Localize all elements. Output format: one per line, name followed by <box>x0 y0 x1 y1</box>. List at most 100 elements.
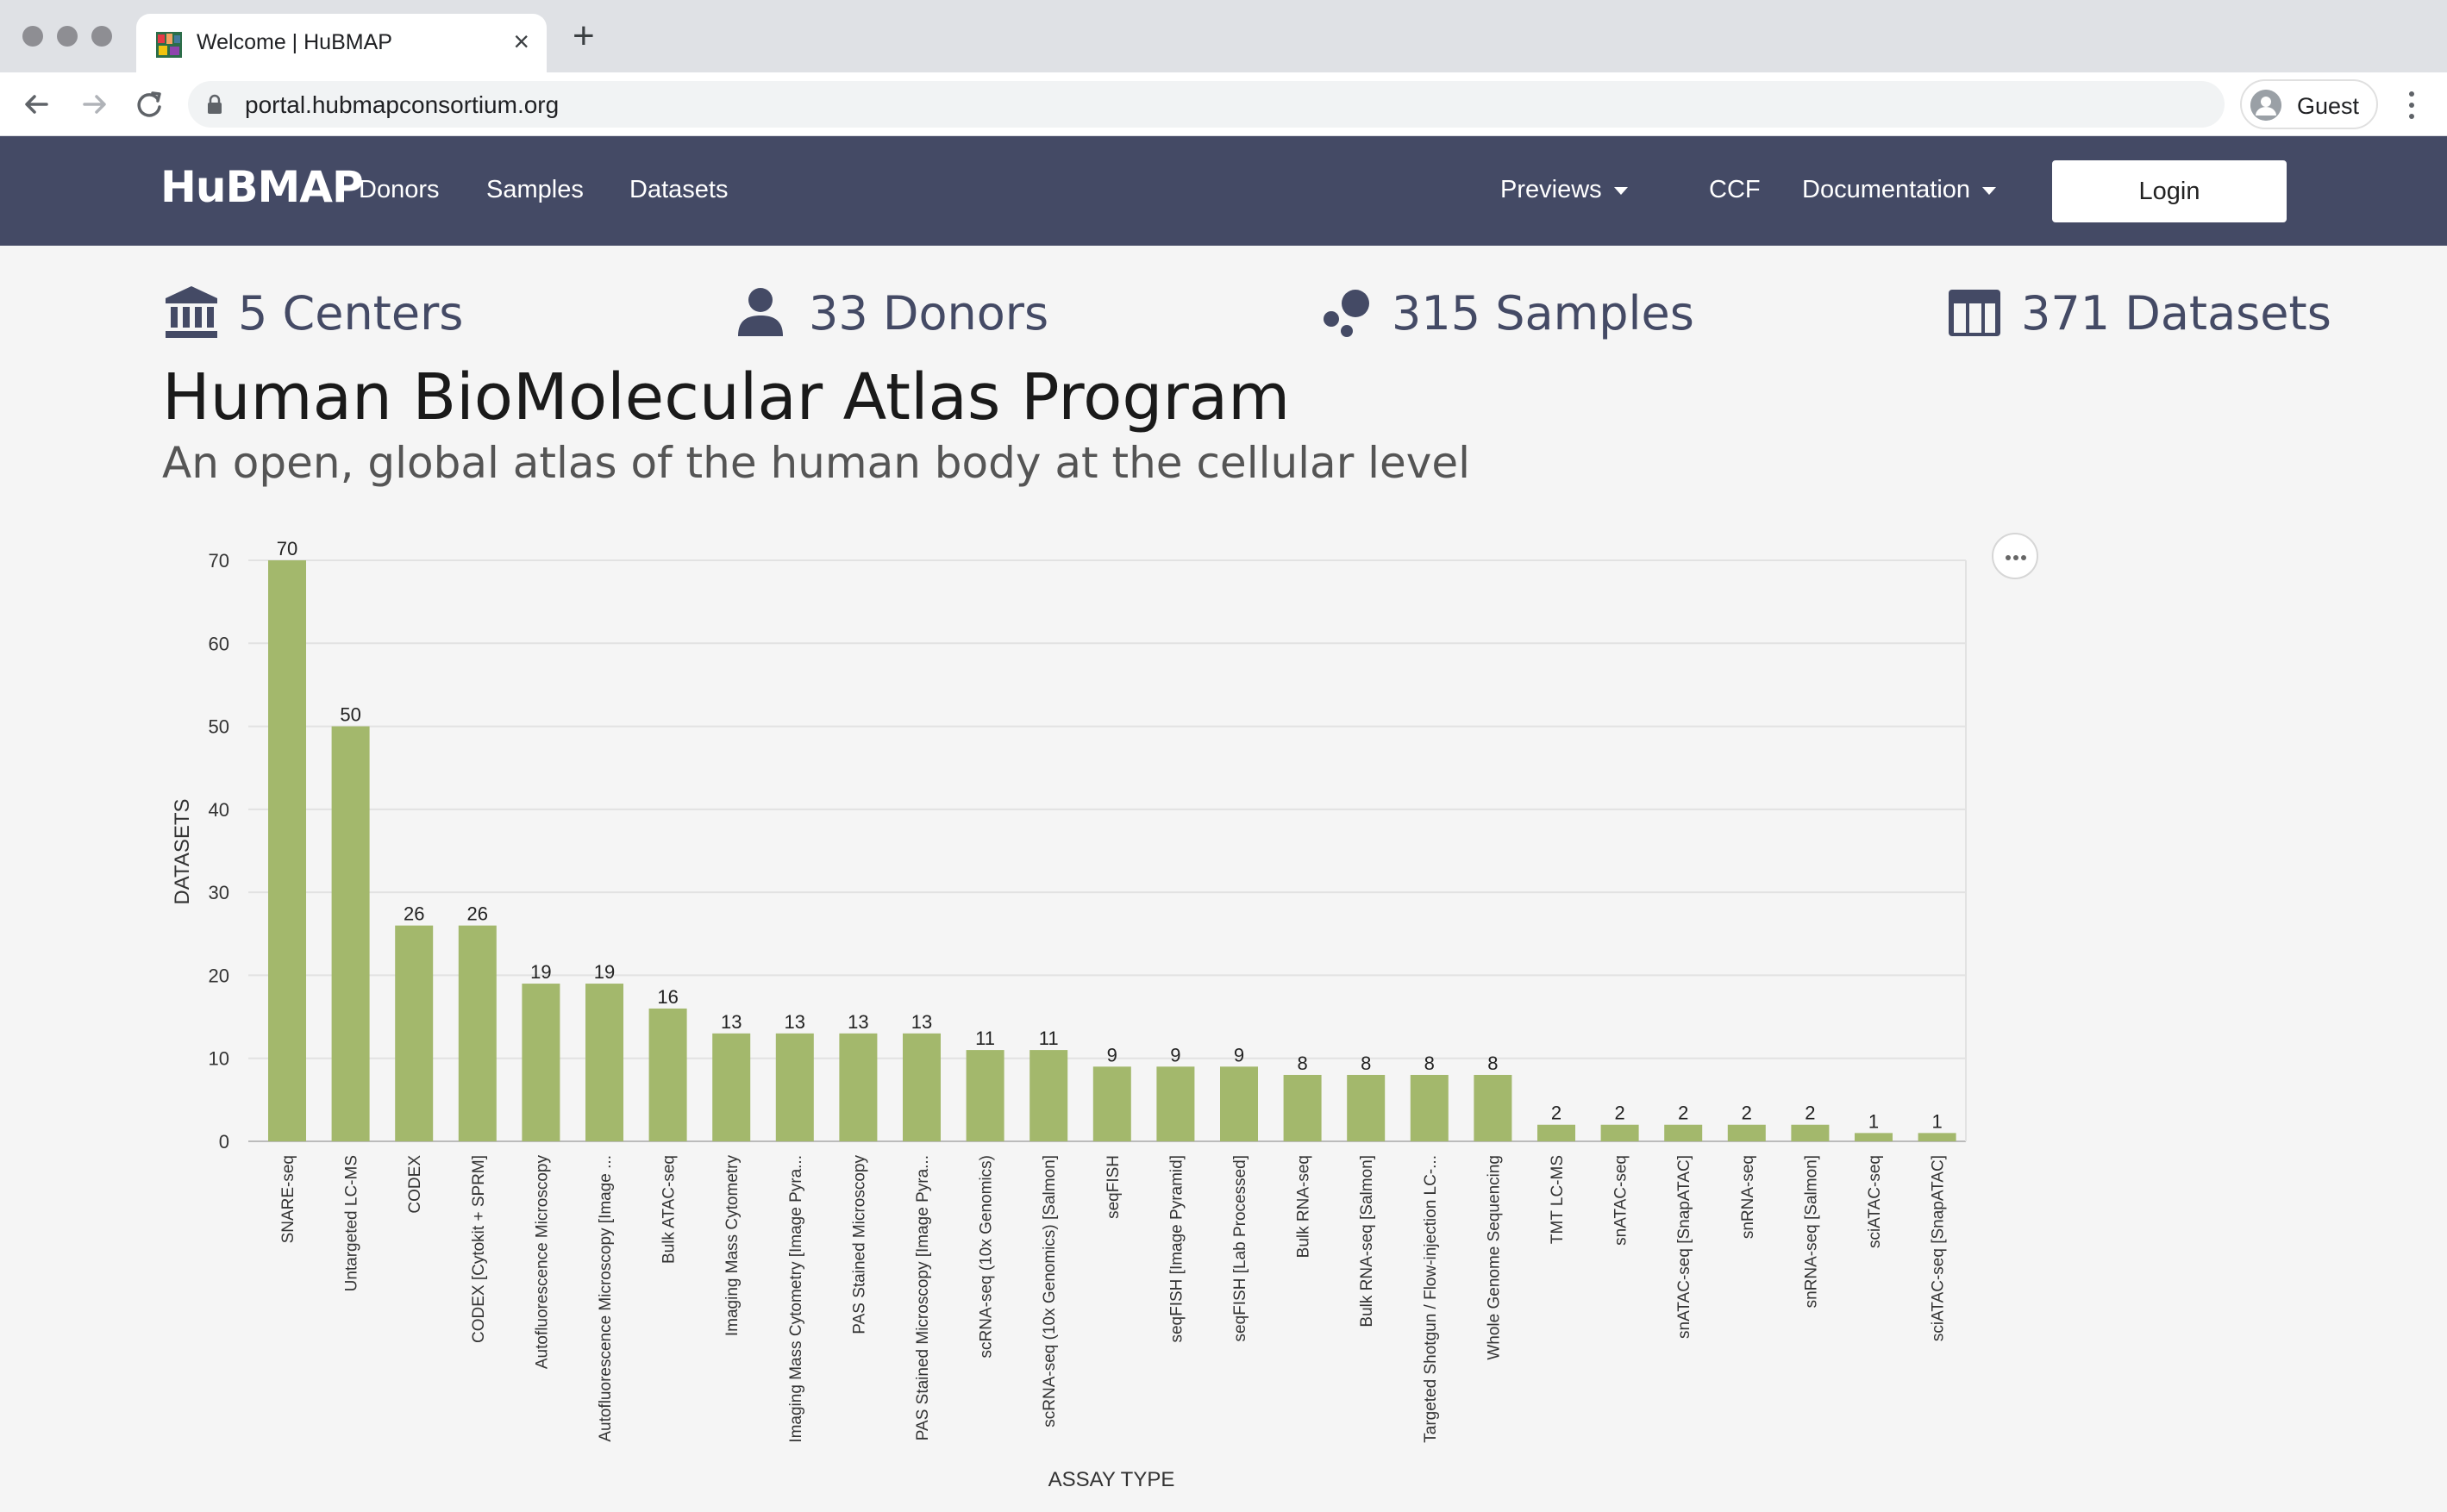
x-axis-ticks: SNARE-seq Untargeted LC-MS CODEX CODEX [Cyt… <box>279 1155 1948 1443</box>
bar[interactable] <box>1092 1066 1131 1141</box>
bar-value-label: 1 <box>1868 1110 1879 1132</box>
bar[interactable] <box>903 1033 941 1141</box>
browser-toolbar: portal.hubmapconsortium.org Guest <box>0 72 2447 136</box>
bar[interactable] <box>395 925 434 1141</box>
window-minimize-dot[interactable] <box>57 26 78 47</box>
bar[interactable] <box>966 1050 1004 1141</box>
nav-datasets[interactable]: Datasets <box>629 176 729 203</box>
bar[interactable] <box>1791 1124 1830 1141</box>
y-tick-label: 10 <box>209 1048 229 1070</box>
x-tick-label: Bulk ATAC-seq <box>660 1155 679 1264</box>
x-tick-label: Autofluorescence Microscopy <box>533 1155 551 1370</box>
browser-menu-icon[interactable] <box>2399 86 2425 124</box>
window-zoom-dot[interactable] <box>91 26 112 47</box>
bar-value-label: 26 <box>467 903 488 925</box>
bar-value-label: 8 <box>1424 1053 1435 1074</box>
nav-samples[interactable]: Samples <box>486 176 584 203</box>
nav-ccf[interactable]: CCF <box>1709 176 1761 203</box>
bar-value-label: 2 <box>1551 1103 1561 1124</box>
stat-donors-label: 33 Donors <box>809 286 1049 341</box>
bar[interactable] <box>1600 1124 1639 1141</box>
bar[interactable] <box>839 1033 878 1141</box>
bar-value-label: 13 <box>848 1011 868 1033</box>
profile-button[interactable]: Guest <box>2240 79 2378 129</box>
bar[interactable] <box>1029 1050 1068 1141</box>
stat-samples-label: 315 Samples <box>1392 286 1694 341</box>
bar-value-label: 11 <box>1039 1028 1059 1049</box>
x-tick-label: PAS Stained Microscopy <box>850 1155 868 1334</box>
bar[interactable] <box>1664 1124 1703 1141</box>
bar[interactable] <box>1347 1074 1386 1141</box>
bar[interactable] <box>775 1033 814 1141</box>
institution-icon <box>166 286 217 338</box>
bar[interactable] <box>1283 1074 1322 1141</box>
bar[interactable] <box>1918 1133 1956 1141</box>
nav-documentation-dropdown[interactable]: Documentation <box>1802 176 1997 204</box>
x-tick-label: Bulk RNA-seq <box>1295 1155 1313 1258</box>
hubmap-logo[interactable]: HuBMAP <box>160 162 364 212</box>
user-icon <box>738 288 783 336</box>
browser-tab[interactable]: Welcome | HuBMAP × <box>136 14 547 72</box>
y-tick-label: 40 <box>209 799 229 821</box>
x-tick-label: Whole Genome Sequencing <box>1485 1155 1503 1360</box>
bar-value-label: 1 <box>1931 1110 1942 1132</box>
bar[interactable] <box>522 984 560 1141</box>
caret-down-icon <box>1613 186 1628 195</box>
bar-value-label: 50 <box>340 704 360 726</box>
y-axis-ticks: 0 10 20 30 40 50 60 70 <box>209 550 229 1153</box>
address-bar[interactable]: portal.hubmapconsortium.org <box>188 81 2225 128</box>
y-tick-label: 60 <box>209 633 229 654</box>
nav-previews-dropdown[interactable]: Previews <box>1500 176 1628 204</box>
bar[interactable] <box>1474 1074 1512 1141</box>
bar-value-label: 2 <box>1614 1103 1624 1124</box>
bar-value-label: 8 <box>1361 1053 1371 1074</box>
bar-value-label: 26 <box>404 903 424 925</box>
samples-icon <box>1324 290 1369 337</box>
reload-icon[interactable] <box>129 84 169 124</box>
forward-arrow-icon[interactable] <box>74 84 114 124</box>
bar-value-label: 9 <box>1170 1044 1180 1065</box>
bar-value-label: 13 <box>721 1011 742 1033</box>
chart-actions-button[interactable] <box>1992 533 2038 579</box>
bar[interactable] <box>1156 1066 1195 1141</box>
bar-value-label: 11 <box>975 1028 995 1049</box>
bar[interactable] <box>1410 1074 1449 1141</box>
tab-close-icon[interactable]: × <box>513 26 529 57</box>
back-arrow-icon[interactable] <box>17 84 57 124</box>
bar[interactable] <box>648 1008 687 1141</box>
x-tick-label: Untargeted LC-MS <box>343 1155 361 1291</box>
window-close-dot[interactable] <box>22 26 43 47</box>
x-tick-label: Imaging Mass Cytometry [Image Pyra... <box>787 1155 805 1443</box>
new-tab-icon[interactable]: + <box>573 15 595 57</box>
bar-value-label: 2 <box>1678 1103 1688 1124</box>
bar[interactable] <box>585 984 623 1141</box>
x-tick-label: CODEX [Cytokit + SPRM] <box>470 1155 488 1343</box>
bar[interactable] <box>331 726 370 1141</box>
bar[interactable] <box>1220 1066 1258 1141</box>
x-tick-label: Bulk RNA-seq [Salmon] <box>1358 1155 1376 1328</box>
x-tick-label: snATAC-seq <box>1612 1155 1630 1246</box>
bar[interactable] <box>1855 1133 1893 1141</box>
tab-title: Welcome | HuBMAP <box>197 30 392 54</box>
login-button[interactable]: Login <box>2052 160 2287 222</box>
bar-value-label: 19 <box>530 961 551 983</box>
bar[interactable] <box>1727 1124 1766 1141</box>
bar[interactable] <box>268 560 306 1141</box>
x-tick-label: seqFISH <box>1105 1155 1123 1219</box>
bar[interactable] <box>458 925 497 1141</box>
y-tick-label: 70 <box>209 550 229 572</box>
stat-centers-label: 5 Centers <box>238 286 464 341</box>
nav-donors[interactable]: Donors <box>359 176 440 203</box>
table-icon <box>1949 290 2000 336</box>
bar-value-label: 8 <box>1487 1053 1498 1074</box>
bar[interactable] <box>1537 1124 1575 1141</box>
x-tick-label: snRNA-seq <box>1739 1155 1757 1239</box>
x-tick-label: PAS Stained Microscopy [Image Pyra... <box>914 1155 932 1440</box>
nav-documentation-label: Documentation <box>1802 176 1971 203</box>
browser-tabstrip: Welcome | HuBMAP × + <box>0 0 2447 72</box>
url-text: portal.hubmapconsortium.org <box>245 91 560 118</box>
bar[interactable] <box>712 1033 751 1141</box>
x-tick-label: Imaging Mass Cytometry <box>723 1155 742 1337</box>
guest-avatar-icon <box>2250 90 2281 121</box>
